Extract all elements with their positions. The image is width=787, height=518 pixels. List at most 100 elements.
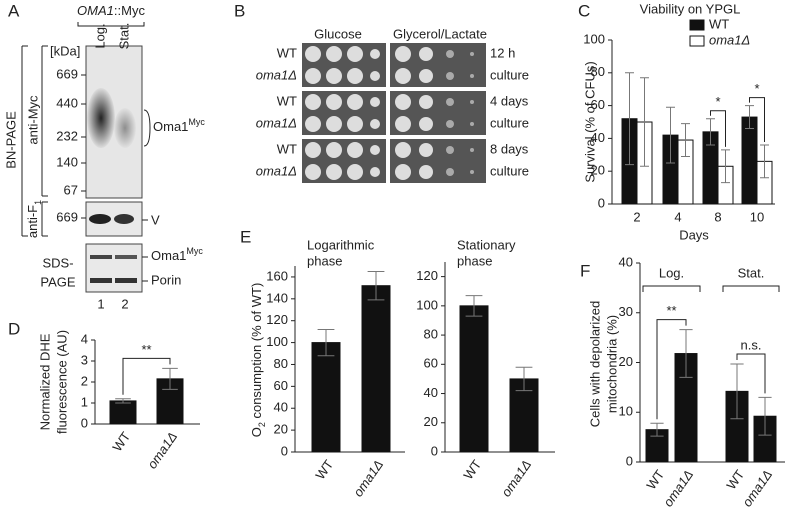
spot xyxy=(305,164,321,180)
error-bar xyxy=(317,328,335,357)
text-part: Oma1 xyxy=(153,119,188,134)
y-tick-label: 30 xyxy=(619,304,633,319)
sig-label: n.s. xyxy=(741,337,762,352)
band-label: Oma1Myc xyxy=(153,117,205,134)
error-bar xyxy=(367,270,385,301)
x-tick-label: 2 xyxy=(633,209,640,224)
error-bar xyxy=(730,363,744,420)
spot xyxy=(305,142,321,158)
y-tick-label: 100 xyxy=(416,297,438,312)
construct: OMA1::Myc xyxy=(77,3,145,18)
sds-blot xyxy=(85,243,143,293)
time: 4 days xyxy=(490,93,529,108)
x-tick-label: 10 xyxy=(750,209,764,224)
blots xyxy=(21,22,151,293)
spot xyxy=(347,142,363,158)
label: [kDa] xyxy=(50,43,80,58)
x-tick-label: WT xyxy=(723,467,747,492)
smear-stat xyxy=(114,108,136,148)
label: PAGE xyxy=(40,274,75,289)
sig-bracket xyxy=(710,110,726,147)
spot xyxy=(347,94,363,110)
bar xyxy=(109,400,137,425)
spot xyxy=(419,165,433,179)
marker: 669 xyxy=(56,66,78,81)
spot xyxy=(395,164,411,180)
error-bar xyxy=(115,398,131,404)
y-tick-label: 140 xyxy=(266,290,288,305)
spot xyxy=(370,167,380,177)
label: SDS- xyxy=(42,255,73,270)
y-tick-label: 120 xyxy=(416,268,438,283)
panel-letter: E xyxy=(240,227,251,246)
spot xyxy=(446,98,454,106)
x-tick-label: 4 xyxy=(674,209,681,224)
sig-bracket xyxy=(736,353,766,394)
y-tick-label: 80 xyxy=(424,327,438,342)
y-tick-label: 60 xyxy=(274,378,288,393)
y-tick-label: 0 xyxy=(81,415,88,430)
legend-label: oma1Δ xyxy=(709,32,750,47)
strain: oma1Δ xyxy=(256,67,297,82)
y-tick-label: 120 xyxy=(266,312,288,327)
spot xyxy=(347,68,363,84)
spot xyxy=(419,117,433,131)
x-axis-label: Days xyxy=(679,227,709,242)
smear-log xyxy=(87,88,115,148)
y-tick-label: 20 xyxy=(619,354,633,369)
spot xyxy=(470,52,474,56)
y-tick-label: 0 xyxy=(598,195,605,210)
spot xyxy=(470,122,474,126)
spot xyxy=(305,46,321,62)
error-bar xyxy=(465,295,483,317)
spot xyxy=(470,100,474,104)
y-tick-label: 60 xyxy=(591,97,605,112)
chart-title: Viability on YPGL xyxy=(640,1,741,16)
y-tick-label: 40 xyxy=(274,400,288,415)
spot xyxy=(395,68,411,84)
text-part: anti-F xyxy=(25,205,40,238)
y-tick-label: 4 xyxy=(81,331,88,346)
panel-letter: D xyxy=(8,319,20,338)
y-tick-label: 80 xyxy=(274,356,288,371)
label: anti-Myc xyxy=(25,95,40,145)
band xyxy=(90,278,112,283)
x-tick-label: oma1Δ xyxy=(350,457,386,499)
spot xyxy=(370,71,380,81)
y-tick-label: 100 xyxy=(266,334,288,349)
text-part: Oma1 xyxy=(151,248,186,263)
spot xyxy=(326,164,342,180)
spot xyxy=(446,146,454,154)
strain: oma1Δ xyxy=(256,115,297,130)
spot xyxy=(446,168,454,176)
y-axis-label: Cells with depolarized xyxy=(587,301,602,427)
y-tick-label: 40 xyxy=(591,130,605,145)
band xyxy=(89,214,111,224)
band-label: Oma1Myc xyxy=(151,246,203,263)
label: Glycerol/Lactate xyxy=(393,26,487,41)
spot xyxy=(326,116,342,132)
text-part: ::Myc xyxy=(114,3,146,18)
y-axis-label: O2 consumption (% of WT) xyxy=(249,283,267,438)
group-bracket xyxy=(642,285,701,292)
y-tick-label: 40 xyxy=(424,385,438,400)
sig-label: * xyxy=(715,94,720,109)
text-part: 1 xyxy=(33,200,43,205)
error-bar xyxy=(640,77,649,167)
spot xyxy=(419,95,433,109)
error-bar xyxy=(760,144,769,179)
spot xyxy=(395,142,411,158)
label: anti-F1 xyxy=(25,200,43,238)
text-part: consumption (% of WT) xyxy=(249,283,264,422)
bracket xyxy=(77,22,145,27)
spot xyxy=(305,68,321,84)
spot xyxy=(395,46,411,62)
bar xyxy=(459,305,489,453)
error-bar xyxy=(650,422,664,437)
strain: WT xyxy=(277,141,297,156)
text-part: OMA1 xyxy=(77,3,114,18)
error-bar xyxy=(745,105,754,130)
group-label: Stat. xyxy=(738,265,765,280)
spot xyxy=(446,50,454,58)
